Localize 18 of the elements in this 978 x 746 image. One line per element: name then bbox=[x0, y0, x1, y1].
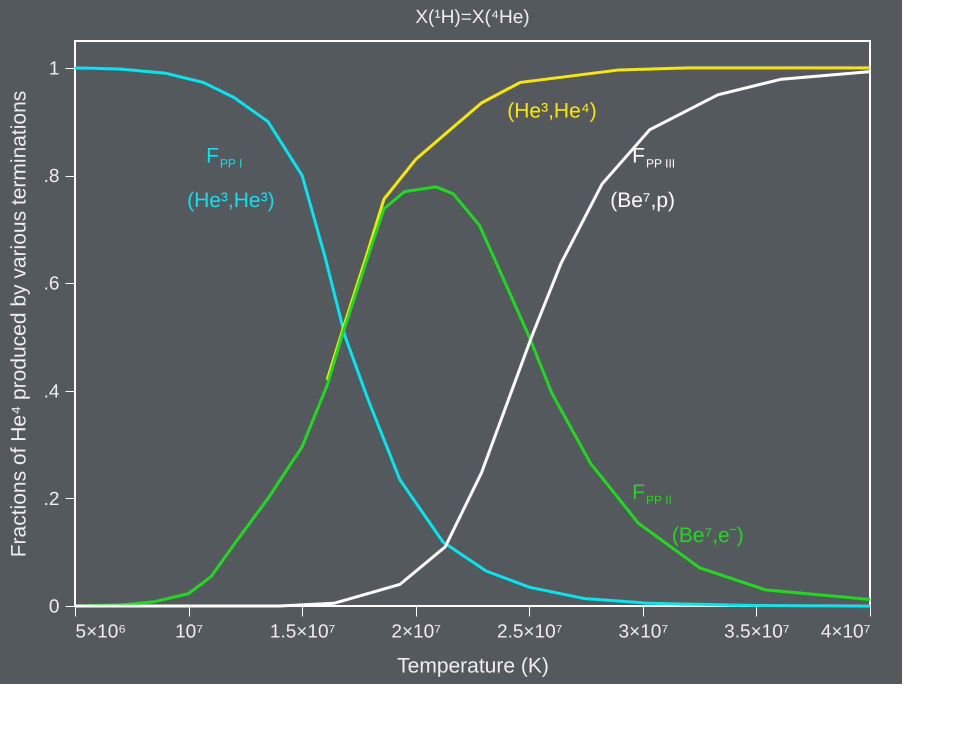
y-tick-label: .8 bbox=[44, 166, 60, 188]
y-tick-label: .4 bbox=[44, 381, 60, 402]
x-tick-label: 4×10⁷ bbox=[820, 622, 871, 642]
x-tick-label: 1.5×10⁷ bbox=[270, 622, 336, 642]
x-axis-title: Temperature (K) bbox=[397, 654, 549, 678]
y-tick-label: .6 bbox=[44, 274, 60, 295]
x-tick-label: 2×10⁷ bbox=[391, 622, 442, 642]
x-tick-label: 2.5×10⁷ bbox=[497, 622, 563, 642]
y-tick-label: 0 bbox=[48, 596, 60, 618]
x-tick-label: 3×10⁷ bbox=[618, 622, 668, 642]
x-tick-label: 10⁷ bbox=[175, 622, 204, 642]
y-tick-label: .2 bbox=[44, 488, 60, 510]
x-tick-label: 5×10⁶ bbox=[76, 622, 126, 642]
chart-title: X(¹H)=X(⁴He) bbox=[415, 7, 530, 28]
y-axis-title: Fractions of He⁴ produced by various terminations bbox=[8, 90, 31, 558]
y-tick-label: 1 bbox=[48, 58, 60, 80]
series-label: (He³,He⁴) bbox=[507, 100, 597, 123]
x-tick-label: 3.5×10⁷ bbox=[724, 622, 790, 642]
